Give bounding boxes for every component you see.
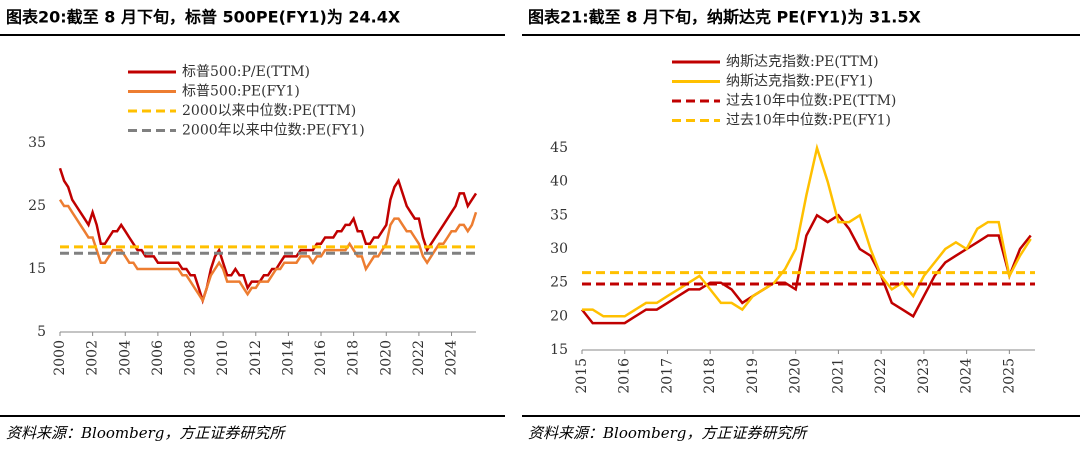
x-tick-label: 2017 (659, 358, 675, 394)
y-tick-label: 40 (550, 174, 568, 190)
y-tick-label: 30 (550, 241, 568, 257)
x-tick-label: 2008 (183, 340, 199, 376)
x-tick-label: 2015 (574, 358, 590, 394)
x-tick-label: 2023 (916, 358, 932, 394)
x-tick-label: 2024 (959, 358, 975, 394)
x-tick-label: 2018 (702, 358, 718, 394)
y-tick-label: 5 (37, 324, 46, 340)
x-tick-label: 2002 (85, 340, 101, 376)
series-line (58, 199, 478, 304)
source: 资料来源：Bloomberg，方正证券研究所 (6, 424, 286, 442)
series-line (582, 143, 1032, 318)
x-tick-label: 2004 (117, 340, 133, 376)
y-tick-label: 25 (550, 275, 568, 291)
series-line (581, 213, 1032, 325)
x-tick-label: 2014 (280, 340, 296, 376)
series-line (58, 167, 478, 305)
y-tick-label: 35 (28, 135, 46, 151)
y-tick-label: 25 (28, 198, 46, 214)
x-tick-label: 2022 (873, 358, 889, 394)
x-tick-label: 2019 (745, 358, 761, 394)
y-tick-label: 15 (28, 261, 46, 277)
legend-label: 纳斯达克指数:PE(FY1) (726, 74, 873, 90)
legend-label: 标普500:PE(FY1) (182, 84, 300, 100)
chart-title: 图表20:截至 8 月下旬，标普 500PE(FY1)为 24.4X (6, 8, 401, 27)
chart-title: 图表21:截至 8 月下旬，纳斯达克 PE(FY1)为 31.5X (528, 8, 921, 27)
y-tick-label: 35 (550, 207, 568, 223)
legend-label: 标普500:P/E(TTM) (182, 64, 310, 80)
x-tick-label: 2025 (1001, 358, 1017, 394)
x-tick-label: 2010 (215, 340, 231, 376)
x-tick-label: 2016 (617, 358, 633, 394)
x-tick-label: 2020 (788, 358, 804, 394)
legend-label: 2000以来中位数:PE(TTM) (182, 103, 356, 119)
x-tick-label: 2000 (52, 340, 68, 376)
x-tick-label: 2016 (313, 340, 329, 376)
x-tick-label: 2006 (150, 340, 166, 376)
x-tick-label: 2024 (444, 340, 460, 376)
y-tick-label: 20 (550, 308, 568, 324)
legend-label: 过去10年中位数:PE(TTM) (726, 93, 896, 109)
legend-label: 2000年以来中位数:PE(FY1) (182, 123, 365, 139)
x-tick-label: 2018 (346, 340, 362, 376)
source: 资料来源：Bloomberg，方正证券研究所 (528, 424, 808, 442)
x-tick-label: 2022 (411, 340, 427, 376)
x-tick-label: 2021 (830, 358, 846, 394)
x-tick-label: 2012 (248, 340, 264, 376)
legend-label: 纳斯达克指数:PE(TTM) (726, 54, 879, 70)
y-tick-label: 45 (550, 140, 568, 156)
legend-label: 过去10年中位数:PE(FY1) (726, 113, 891, 129)
y-tick-label: 15 (550, 342, 568, 358)
x-tick-label: 2020 (378, 340, 394, 376)
